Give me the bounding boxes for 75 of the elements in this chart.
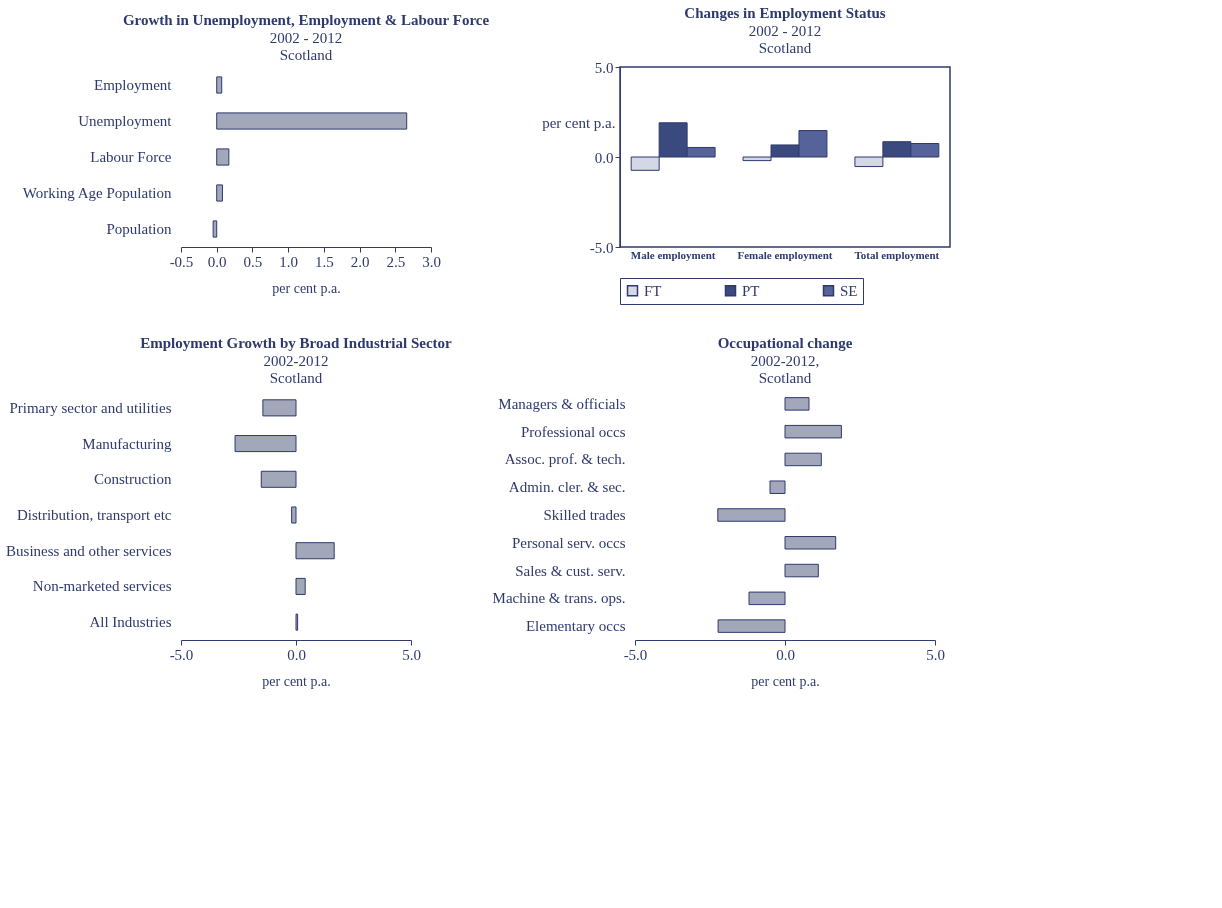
chart-title: Occupational change [717, 335, 853, 351]
x-tick-label: 2.5 [386, 253, 406, 270]
x-axis-title: per cent p.a. [751, 673, 820, 689]
bar [784, 452, 822, 467]
y-tick-label: Sales & cust. serv. [515, 562, 626, 579]
y-tick-label: 5.0 [594, 59, 614, 76]
y-tick-label: Personal serv. occs [511, 534, 626, 551]
x-tick-label: 2.0 [350, 253, 370, 270]
chart-subtitle: 2002 - 2012 Scotland [269, 30, 343, 63]
bar [748, 591, 786, 606]
x-tick-label: Male employment [630, 248, 716, 261]
y-tick-label: Skilled trades [543, 507, 626, 523]
bar [260, 470, 297, 488]
bar [216, 112, 408, 130]
x-tick-label: 5.0 [926, 646, 945, 663]
x-tick-label: Total employment [854, 248, 940, 261]
y-tick-label: Distribution, transport etc [16, 507, 172, 523]
x-tick-label: 0.0 [287, 646, 306, 663]
legend-label: PT [742, 282, 760, 299]
y-tick-label: Admin. cler. & sec. [508, 479, 626, 496]
chart-subtitle: 2002-2012 Scotland [263, 353, 329, 386]
y-tick-label: 0.0 [594, 149, 614, 166]
y-tick-label: Employment [94, 77, 173, 93]
y-tick-label: Professional occs [520, 423, 626, 440]
x-tick-label: 1.0 [279, 253, 299, 270]
legend-label: SE [840, 282, 858, 299]
chart-title: Growth in Unemployment, Employment & Labour Force [122, 12, 490, 28]
x-tick-label: 5.0 [402, 646, 421, 663]
bar [295, 542, 335, 560]
chart-title: Changes in Employment Status [684, 5, 886, 21]
x-tick-label: 3.0 [422, 253, 441, 270]
bar [216, 184, 223, 202]
y-tick-label: Managers & officials [498, 395, 626, 412]
x-tick-label: -5.0 [623, 646, 648, 663]
y-tick-label: Working Age Population [22, 185, 172, 201]
y-tick-label: Business and other services [6, 542, 172, 559]
bar [784, 397, 810, 411]
y-tick-label: All Industries [89, 614, 172, 631]
x-axis-title: per cent p.a. [262, 673, 331, 689]
x-tick-label: Female employment [737, 248, 833, 261]
y-tick-label: Primary sector and utilities [9, 399, 172, 416]
x-tick-label: 1.5 [314, 253, 334, 270]
x-tick-label: -0.5 [169, 253, 194, 270]
bar [291, 506, 297, 524]
bar [295, 577, 306, 595]
x-tick-label: 0.5 [243, 253, 263, 270]
bar [262, 399, 297, 417]
x-tick-label: -5.0 [169, 646, 194, 663]
bar [784, 536, 837, 550]
chart-subtitle: 2002-2012, Scotland [750, 353, 820, 386]
y-tick-label: Construction [94, 471, 172, 488]
bar [212, 220, 218, 238]
y-tick-label: Non-marketed services [32, 578, 172, 595]
bar [216, 76, 223, 94]
y-tick-label: Elementary occs [525, 618, 626, 635]
bar [216, 148, 230, 166]
legend-label: FT [644, 282, 662, 299]
chart-subtitle: 2002 - 2012 Scotland [748, 23, 822, 56]
bar [234, 435, 297, 453]
bar [717, 508, 786, 522]
bar [717, 619, 786, 633]
x-tick-label: 0.0 [776, 646, 795, 663]
y-tick-label: Population [106, 221, 172, 237]
bar [769, 480, 786, 494]
y-tick-label: Labour Force [90, 149, 172, 165]
y-axis-title: per cent p.a. [542, 114, 616, 131]
x-axis-title: per cent p.a. [272, 280, 341, 296]
y-tick-label: Machine & trans. ops. [492, 590, 626, 607]
y-tick-label: Unemployment [78, 113, 173, 129]
chart-title: Employment Growth by Broad Industrial Sector [140, 335, 453, 351]
x-tick-label: 0.0 [207, 253, 227, 270]
bar [784, 563, 819, 578]
bar [784, 424, 842, 439]
y-tick-label: Manufacturing [82, 435, 172, 452]
y-tick-label: Assoc. prof. & tech. [504, 451, 626, 468]
